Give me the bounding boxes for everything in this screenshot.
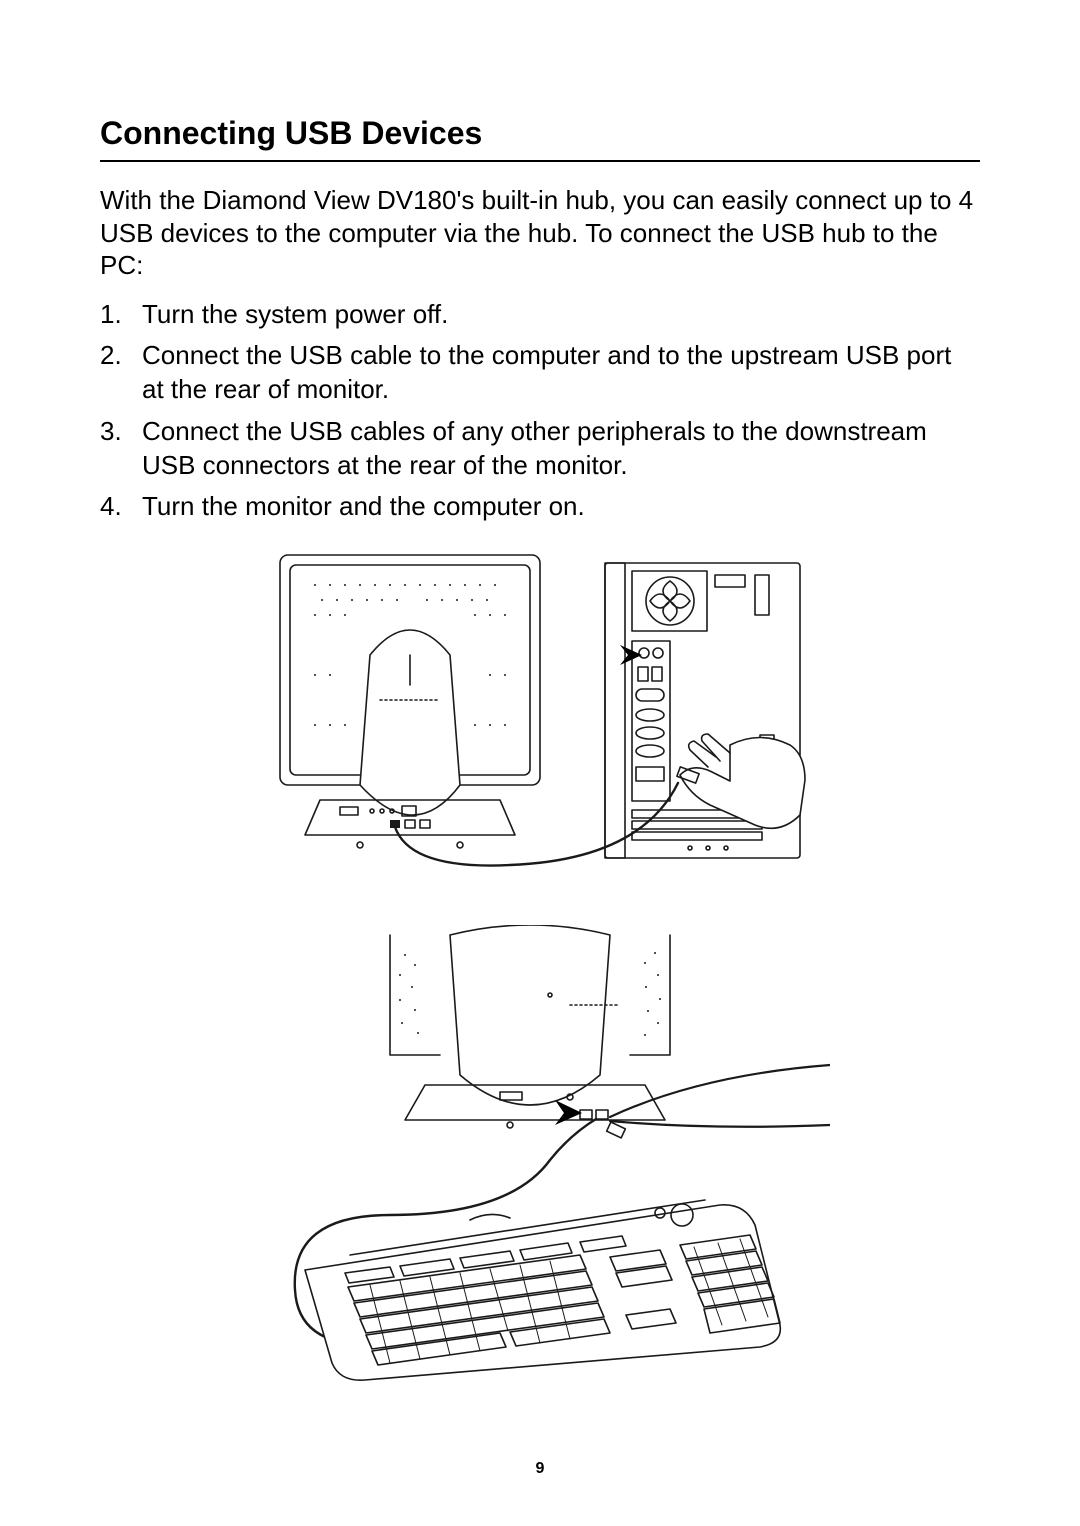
keyboard-to-monitor-illustration	[250, 925, 830, 1385]
page-number: 9	[0, 1460, 1080, 1478]
step-item: Connect the USB cables of any other peri…	[100, 415, 980, 483]
step-item: Connect the USB cable to the computer an…	[100, 339, 980, 407]
step-item: Turn the system power off.	[100, 298, 980, 332]
steps-list: Turn the system power off. Connect the U…	[100, 298, 980, 525]
monitor-to-pc-illustration	[260, 545, 820, 875]
document-page: Connecting USB Devices With the Diamond …	[100, 115, 980, 1386]
intro-paragraph: With the Diamond View DV180's built-in h…	[100, 184, 980, 282]
step-item: Turn the monitor and the computer on.	[100, 490, 980, 524]
figure-usb-downstream	[249, 924, 831, 1386]
figures-container	[100, 544, 980, 1386]
figure-usb-upstream	[259, 544, 821, 876]
section-heading: Connecting USB Devices	[100, 115, 980, 162]
